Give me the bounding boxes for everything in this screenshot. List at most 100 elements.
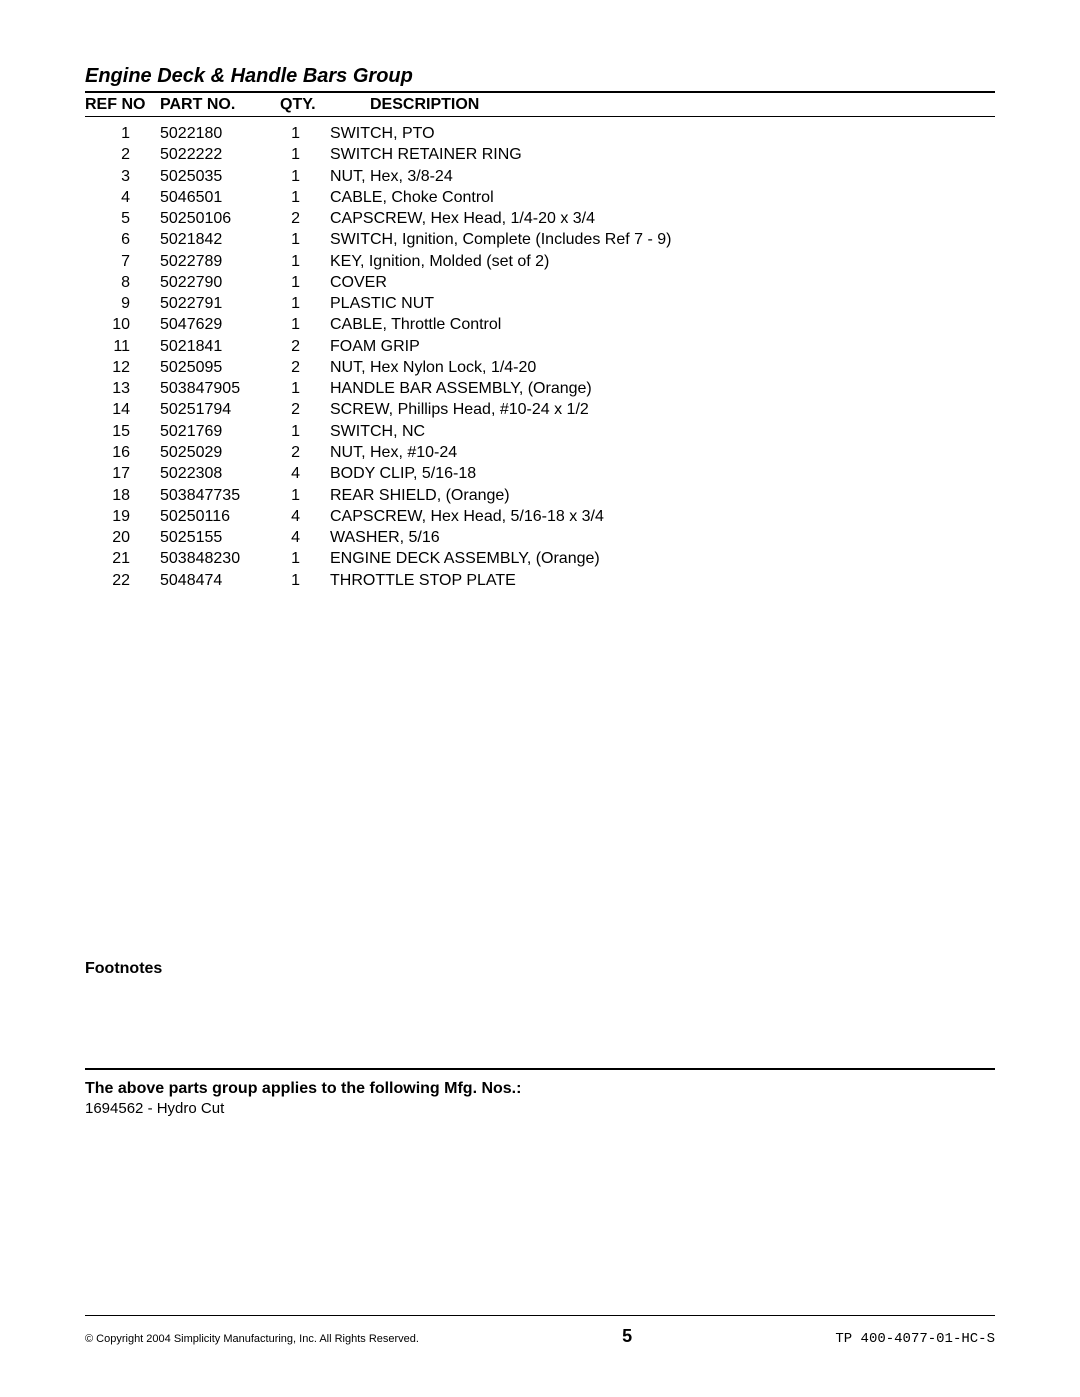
cell-ref: 10 — [85, 314, 130, 335]
parts-table-body: 150221801SWITCH, PTO250222221SWITCH RETA… — [85, 123, 995, 591]
cell-qty: 2 — [265, 208, 300, 229]
table-row: 22 50484741 THROTTLE STOP PLATE — [85, 570, 995, 591]
cell-qty: 2 — [265, 442, 300, 463]
cell-desc: NUT, Hex Nylon Lock, 1/4-20 — [330, 357, 995, 378]
table-row: 14502517942SCREW, Phillips Head, #10-24 … — [85, 399, 995, 420]
applies-section: The above parts group applies to the fol… — [85, 1068, 995, 1117]
table-row: 850227901COVER — [85, 272, 995, 293]
cell-qty: 4 — [265, 527, 300, 548]
cell-ref: 16 — [85, 442, 130, 463]
header-part: PART NO. — [160, 96, 280, 114]
cell-desc: SWITCH RETAINER RING — [330, 144, 995, 165]
table-row: 1150218412FOAM GRIP — [85, 336, 995, 357]
cell-desc: COVER — [330, 272, 995, 293]
cell-ref: 11 — [85, 336, 130, 357]
table-row: 15 50217691 SWITCH, NC — [85, 421, 995, 442]
table-row: 4 50465011 CABLE, Choke Control — [85, 187, 995, 208]
header-qty: QTY. — [280, 96, 360, 114]
cell-desc: NUT, Hex, #10-24 — [330, 442, 995, 463]
cell-qty: 1 — [265, 314, 300, 335]
footer-rule — [85, 1315, 995, 1316]
cell-part: 5022789 — [160, 251, 265, 272]
footnotes-section: Footnotes — [85, 960, 995, 978]
cell-part: 5021842 — [160, 229, 265, 250]
cell-part: 5046501 — [160, 187, 265, 208]
cell-ref: 19 — [85, 506, 130, 527]
cell-ref: 21 — [85, 548, 130, 569]
cell-ref: 6 — [85, 229, 130, 250]
table-row: 3 50250351 NUT, Hex, 3/8-24 — [85, 166, 995, 187]
page-number: 5 — [622, 1326, 632, 1347]
cell-qty: 2 — [265, 357, 300, 378]
cell-part: 5048474 — [160, 570, 265, 591]
footnotes-title: Footnotes — [85, 960, 995, 978]
cell-qty: 2 — [265, 399, 300, 420]
cell-part: 5021769 — [160, 421, 265, 442]
cell-desc: CABLE, Throttle Control — [330, 314, 995, 335]
title-rule — [85, 91, 995, 93]
cell-ref: 20 — [85, 527, 130, 548]
cell-ref: 4 — [85, 187, 130, 208]
cell-ref: 14 — [85, 399, 130, 420]
cell-part: 5025029 — [160, 442, 265, 463]
table-row: 950227911PLASTIC NUT — [85, 293, 995, 314]
doc-code: TP 400-4077-01-HC-S — [835, 1331, 995, 1347]
cell-part: 5022180 — [160, 123, 265, 144]
cell-qty: 1 — [265, 293, 300, 314]
cell-part: 5022791 — [160, 293, 265, 314]
cell-qty: 1 — [265, 378, 300, 399]
cell-part: 5025035 — [160, 166, 265, 187]
cell-desc: ENGINE DECK ASSEMBLY, (Orange) — [330, 548, 995, 569]
cell-desc: REAR SHIELD, (Orange) — [330, 485, 995, 506]
cell-qty: 1 — [265, 251, 300, 272]
header-ref: REF NO — [85, 96, 160, 114]
cell-ref: 3 — [85, 166, 130, 187]
cell-qty: 1 — [265, 229, 300, 250]
copyright-text: © Copyright 2004 Simplicity Manufacturin… — [85, 1333, 419, 1345]
cell-qty: 1 — [265, 570, 300, 591]
cell-part: 50251794 — [160, 399, 265, 420]
cell-qty: 1 — [265, 144, 300, 165]
table-row: 5502501062CAPSCREW, Hex Head, 1/4-20 x 3… — [85, 208, 995, 229]
cell-desc: THROTTLE STOP PLATE — [330, 570, 995, 591]
cell-ref: 15 — [85, 421, 130, 442]
cell-part: 5022222 — [160, 144, 265, 165]
cell-part: 503847905 — [160, 378, 265, 399]
cell-desc: NUT, Hex, 3/8-24 — [330, 166, 995, 187]
header-desc: DESCRIPTION — [360, 96, 995, 114]
cell-ref: 9 — [85, 293, 130, 314]
cell-desc: FOAM GRIP — [330, 336, 995, 357]
cell-ref: 12 — [85, 357, 130, 378]
cell-part: 50250116 — [160, 506, 265, 527]
applies-rule — [85, 1068, 995, 1070]
table-row: 1050476291CABLE, Throttle Control — [85, 314, 995, 335]
cell-ref: 18 — [85, 485, 130, 506]
table-row: 150221801SWITCH, PTO — [85, 123, 995, 144]
cell-part: 503848230 — [160, 548, 265, 569]
cell-ref: 7 — [85, 251, 130, 272]
section-title: Engine Deck & Handle Bars Group — [85, 65, 995, 88]
table-row: 1750223084BODY CLIP, 5/16-18 — [85, 463, 995, 484]
cell-desc: SWITCH, NC — [330, 421, 995, 442]
cell-qty: 1 — [265, 187, 300, 208]
cell-qty: 4 — [265, 506, 300, 527]
cell-qty: 1 — [265, 123, 300, 144]
cell-part: 5025155 — [160, 527, 265, 548]
cell-qty: 1 — [265, 485, 300, 506]
table-row: 750227891KEY, Ignition, Molded (set of 2… — [85, 251, 995, 272]
cell-qty: 1 — [265, 548, 300, 569]
cell-part: 5022790 — [160, 272, 265, 293]
cell-ref: 5 — [85, 208, 130, 229]
cell-ref: 22 — [85, 570, 130, 591]
cell-desc: CABLE, Choke Control — [330, 187, 995, 208]
table-row: 250222221SWITCH RETAINER RING — [85, 144, 995, 165]
table-row: 2050251554WASHER, 5/16 — [85, 527, 995, 548]
table-row: 16 50250292 NUT, Hex, #10-24 — [85, 442, 995, 463]
table-row: 185038477351REAR SHIELD, (Orange) — [85, 485, 995, 506]
cell-qty: 1 — [265, 166, 300, 187]
cell-qty: 1 — [265, 421, 300, 442]
cell-desc: HANDLE BAR ASSEMBLY, (Orange) — [330, 378, 995, 399]
cell-part: 50250106 — [160, 208, 265, 229]
table-row: 21 5038482301 ENGINE DECK ASSEMBLY, (Orang… — [85, 548, 995, 569]
cell-qty: 4 — [265, 463, 300, 484]
